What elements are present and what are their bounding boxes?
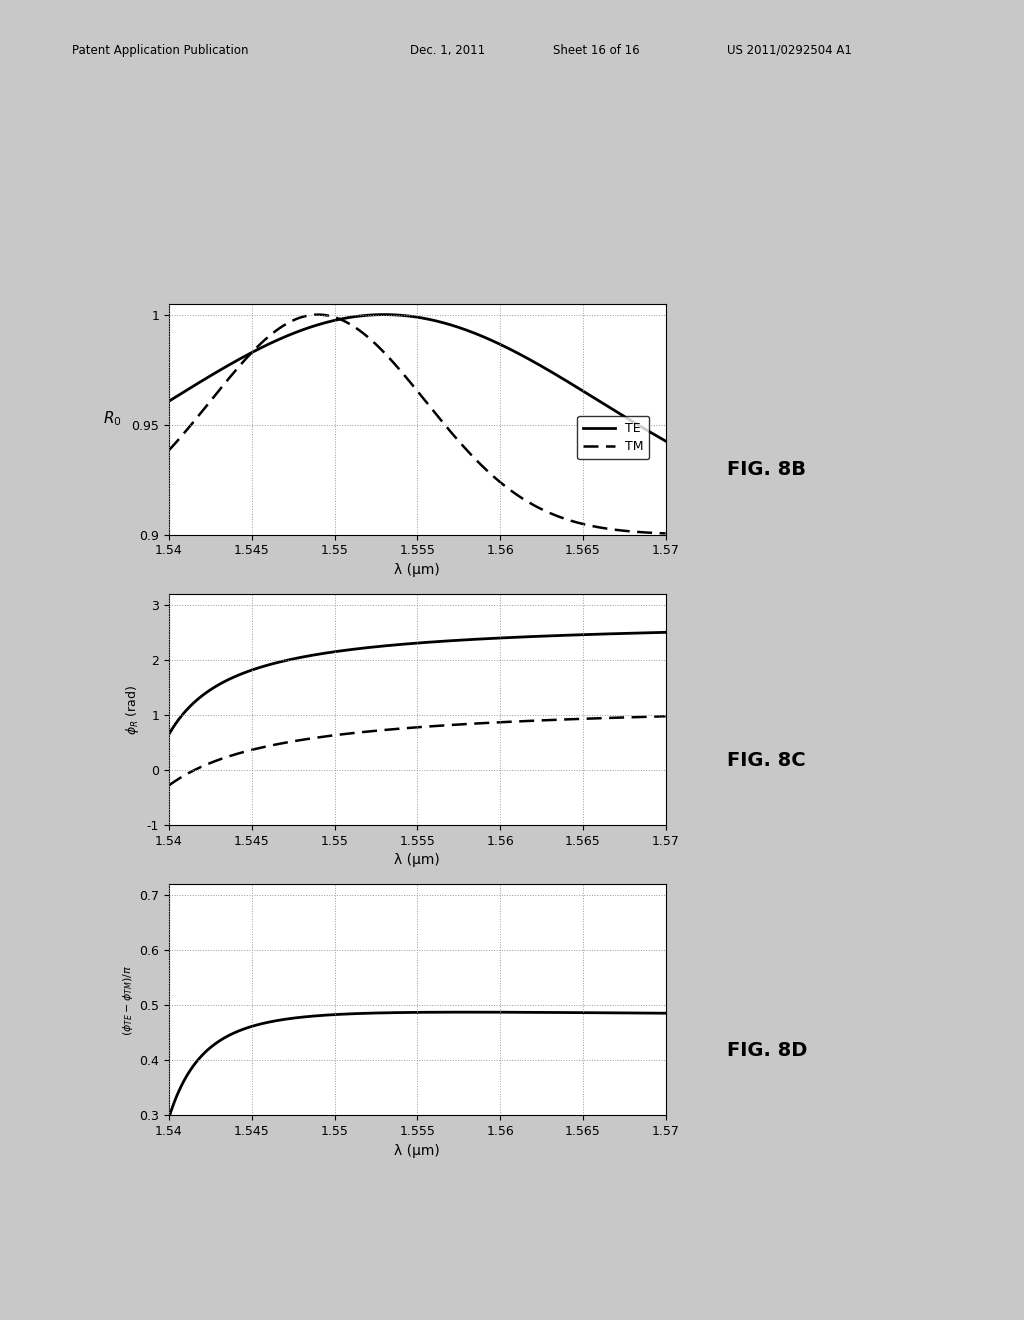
Legend: TE, TM: TE, TM	[578, 416, 649, 459]
Text: Patent Application Publication: Patent Application Publication	[72, 44, 248, 57]
Text: FIG. 8D: FIG. 8D	[727, 1041, 807, 1060]
Text: Dec. 1, 2011: Dec. 1, 2011	[410, 44, 484, 57]
X-axis label: λ (μm): λ (μm)	[394, 1143, 440, 1158]
Y-axis label: $(\phi_{TE}-\phi_{TM})/\pi$: $(\phi_{TE}-\phi_{TM})/\pi$	[121, 964, 135, 1036]
Text: FIG. 8B: FIG. 8B	[727, 461, 806, 479]
Text: US 2011/0292504 A1: US 2011/0292504 A1	[727, 44, 852, 57]
Y-axis label: $\phi_R$ (rad): $\phi_R$ (rad)	[124, 685, 141, 734]
Y-axis label: $R_0$: $R_0$	[102, 409, 121, 429]
Text: Sheet 16 of 16: Sheet 16 of 16	[553, 44, 640, 57]
Text: FIG. 8C: FIG. 8C	[727, 751, 806, 770]
X-axis label: λ (μm): λ (μm)	[394, 562, 440, 577]
X-axis label: λ (μm): λ (μm)	[394, 853, 440, 867]
